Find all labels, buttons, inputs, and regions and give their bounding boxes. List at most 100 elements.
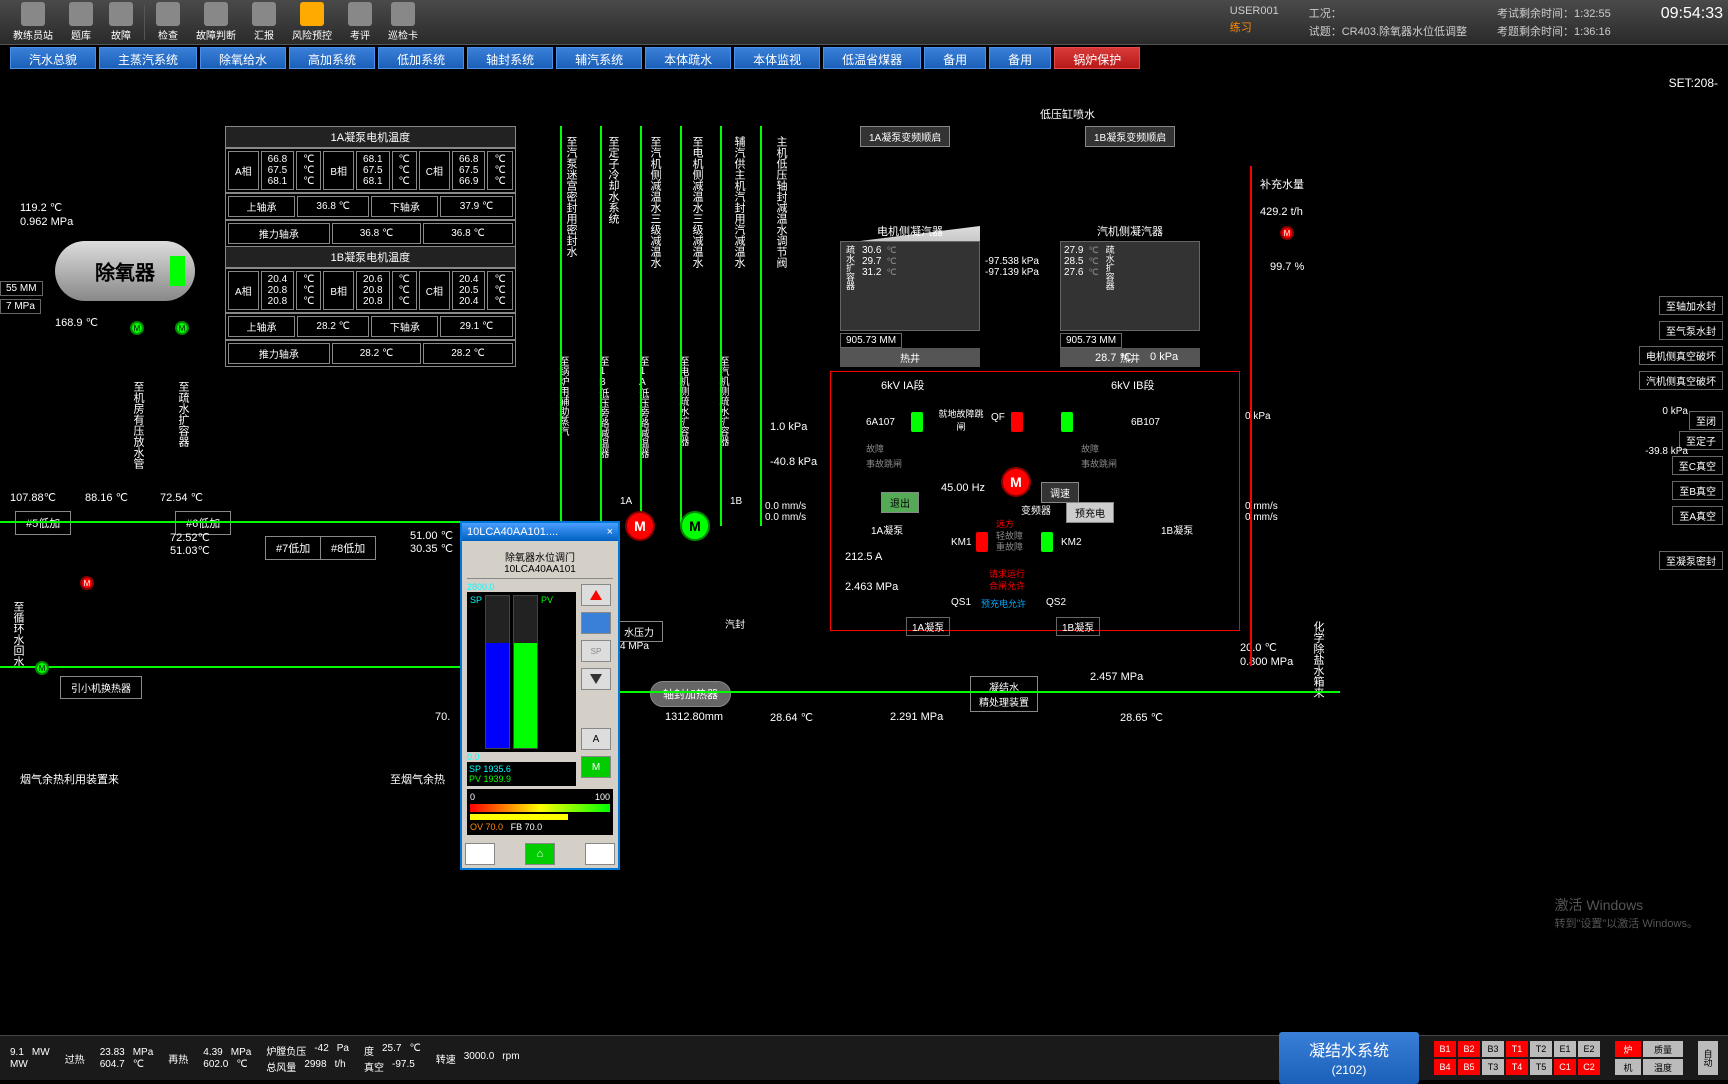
level-indicator — [170, 256, 185, 286]
pump-1b-motor[interactable]: M — [680, 511, 710, 541]
tab-1[interactable]: 主蒸汽系统 — [99, 47, 197, 69]
valve-m1[interactable]: M — [130, 321, 144, 335]
report-btn[interactable]: 汇报 — [244, 0, 284, 44]
pump-1b-tag[interactable]: 1B凝泵 — [1056, 617, 1100, 636]
fault-btn[interactable]: 故障 — [101, 0, 141, 44]
magnify-icon — [156, 2, 180, 26]
motor-1b-table: 1B凝泵电机温度 A相20.420.820.8℃℃℃ B相20.620.820.… — [225, 246, 516, 367]
heater-5[interactable]: #5低加 — [15, 511, 71, 535]
meter-icon — [204, 2, 228, 26]
condenser-b[interactable]: 电机侧凝汽器 疏水扩容器 30.629.731.2 ℃℃℃ 905.73 MM … — [840, 221, 980, 367]
tab-2[interactable]: 除氧给水 — [200, 47, 286, 69]
link-0[interactable]: 至轴加水封 — [1659, 296, 1723, 315]
tab-8[interactable]: 本体监视 — [734, 47, 820, 69]
makeup-valve[interactable]: M — [1280, 226, 1294, 240]
nav-tabs: 汽水总貌 主蒸汽系统 除氧给水 高加系统 低加系统 轴封系统 辅汽系统 本体疏水… — [0, 45, 1728, 71]
popup-close[interactable]: × — [607, 526, 613, 538]
patrol-btn[interactable]: 巡检卡 — [380, 0, 426, 44]
vfd-motor[interactable]: M — [1001, 467, 1031, 497]
vlabel-11: 至汽机侧疏水扩容器 — [715, 356, 730, 446]
seal-heater[interactable]: 轴封加热器 — [650, 681, 731, 707]
next-btn[interactable]: ▶ — [585, 843, 615, 865]
check-btn[interactable]: 检查 — [148, 0, 188, 44]
bottom-status-bar: 9.1MWMW 过热 23.83MPa604.7℃ 再热 4.39MPa602.… — [0, 1035, 1728, 1080]
tab-0[interactable]: 汽水总貌 — [10, 47, 96, 69]
link-3[interactable]: 汽机侧真空破坏 — [1639, 371, 1723, 390]
coach-station-btn[interactable]: 教练员站 — [5, 0, 61, 44]
popup-title: 10LCA40AA101.... — [467, 526, 558, 538]
user-id: USER001 — [1230, 5, 1279, 17]
heater-8[interactable]: #8低加 — [320, 536, 376, 560]
output-scale — [470, 804, 610, 812]
gauge-icon — [109, 2, 133, 26]
question-bank-btn[interactable]: 题库 — [61, 0, 101, 44]
link-7[interactable]: 至B真空 — [1672, 481, 1723, 500]
water-p[interactable]: 水压力 — [615, 621, 663, 642]
valve-m4[interactable]: M — [80, 576, 94, 590]
mode-btn[interactable] — [581, 612, 611, 634]
pv-gauge — [513, 595, 538, 749]
pump-1b-start[interactable]: 1B凝泵变频顺启 — [1085, 126, 1175, 147]
clipboard-icon — [252, 2, 276, 26]
clock: 09:54:33 — [1661, 5, 1723, 39]
tab-7[interactable]: 本体疏水 — [645, 47, 731, 69]
p2-val: 7 MPa — [0, 299, 41, 314]
link-1[interactable]: 至气泵水封 — [1659, 321, 1723, 340]
manual-btn[interactable]: M — [581, 756, 611, 778]
system-title: 凝结水系统(2102) — [1279, 1032, 1419, 1084]
pump-1a-start[interactable]: 1A凝泵变频顺启 — [860, 126, 950, 147]
link-9[interactable]: 至凝泵密封 — [1659, 551, 1723, 570]
vlabel-5: 辅汽供主机汽封用汽减温水 — [731, 136, 747, 268]
eval-btn[interactable]: 考评 — [340, 0, 380, 44]
outlet-temp: 168.9 ℃ — [55, 316, 98, 329]
tab-6[interactable]: 辅汽系统 — [556, 47, 642, 69]
speed-btn[interactable]: 调速 — [1041, 482, 1079, 503]
link-8[interactable]: 至A真空 — [1672, 506, 1723, 525]
ind-qf — [1011, 412, 1023, 432]
sp-btn[interactable]: SP — [581, 640, 611, 662]
yxj-hx[interactable]: 引小机换热器 — [60, 676, 142, 699]
tab-11[interactable]: 备用 — [989, 47, 1051, 69]
pump-1a-tag[interactable]: 1A凝泵 — [906, 617, 950, 636]
link-4[interactable]: 至闭 — [1689, 411, 1723, 430]
paper-icon — [348, 2, 372, 26]
fault-judge-btn[interactable]: 故障判断 — [188, 0, 244, 44]
inc-btn[interactable] — [581, 584, 611, 606]
precharge-btn[interactable]: 预充电 — [1066, 502, 1114, 523]
cond-treat[interactable]: 凝结水 精处理装置 — [970, 676, 1038, 712]
exit-btn[interactable]: 退出 — [881, 492, 919, 513]
indicator-grid: B1B2B3T1T2E1E2 B4B5T3T4T5C1C2 — [1434, 1041, 1600, 1075]
tab-3[interactable]: 高加系统 — [289, 47, 375, 69]
deaerator-press: 0.962 MPa — [20, 216, 73, 228]
flue-label: 烟气余热利用装置来 — [20, 771, 119, 787]
heater-7[interactable]: #7低加 — [265, 536, 321, 560]
temp-3: 72.54 ℃ — [160, 491, 203, 504]
vfd-panel: 6kV IA段 6kV IB段 6A107 6B107 就地故障跳闸 QF 故障… — [830, 371, 1240, 631]
coach-icon — [21, 2, 45, 26]
folder-icon — [69, 2, 93, 26]
link-2[interactable]: 电机侧真空破坏 — [1639, 346, 1723, 365]
pump-1a-motor[interactable]: M — [625, 511, 655, 541]
auto-btn[interactable]: A — [581, 728, 611, 750]
vlabel-9: 至1A低压旁路减温器 — [635, 356, 650, 458]
vlabel-4: 至电机侧减温水三级减温水 — [689, 136, 705, 268]
risk-btn[interactable]: 风险预控 — [284, 0, 340, 44]
link-6[interactable]: 至C真空 — [1672, 456, 1723, 475]
deaerator-vessel[interactable]: 除氧器 — [55, 241, 195, 301]
valve-m2[interactable]: M — [175, 321, 189, 335]
to-flue: 至烟气余热 — [390, 771, 445, 787]
valve-m3[interactable]: M — [35, 661, 49, 675]
dec-btn[interactable] — [581, 668, 611, 690]
motor-1a-table: 1A凝泵电机温度 A相66.867.568.1℃℃℃ B相68.167.568.… — [225, 126, 516, 247]
tab-10[interactable]: 备用 — [924, 47, 986, 69]
tab-12[interactable]: 锅炉保护 — [1054, 47, 1140, 69]
tab-4[interactable]: 低加系统 — [378, 47, 464, 69]
ok-btn[interactable]: ⌂ — [525, 843, 555, 865]
condenser-a[interactable]: 汽机侧凝汽器 27.928.527.6 ℃℃℃ 疏水扩容器 905.73 MM … — [1060, 221, 1200, 367]
tab-9[interactable]: 低温省煤器 — [823, 47, 921, 69]
warning-icon — [300, 2, 324, 26]
prev-btn[interactable]: ◀ — [465, 843, 495, 865]
top-toolbar: 教练员站 题库 故障 检查 故障判断 汇报 风险预控 考评 巡检卡 USER00… — [0, 0, 1728, 45]
level-val: 55 MM — [0, 281, 43, 296]
tab-5[interactable]: 轴封系统 — [467, 47, 553, 69]
